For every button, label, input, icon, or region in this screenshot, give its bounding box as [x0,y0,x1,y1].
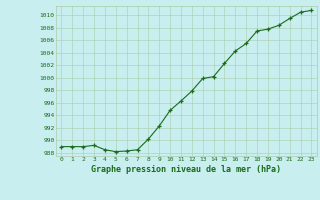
X-axis label: Graphe pression niveau de la mer (hPa): Graphe pression niveau de la mer (hPa) [92,165,281,174]
